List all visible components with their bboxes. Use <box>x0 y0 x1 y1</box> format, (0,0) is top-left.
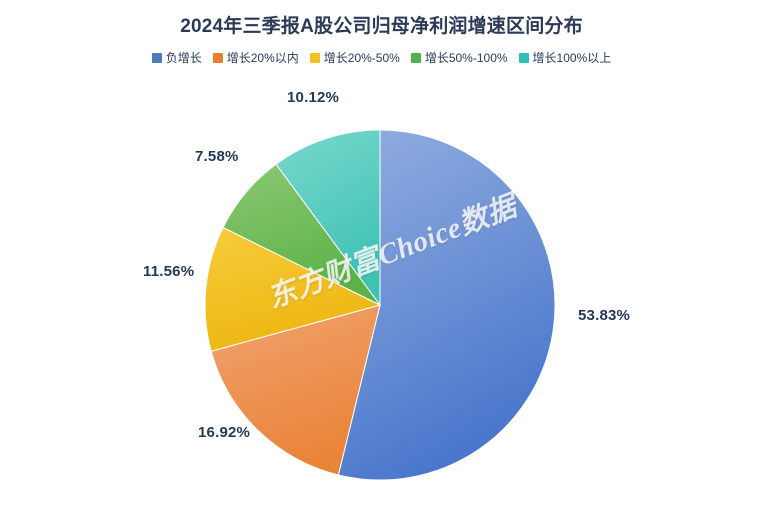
legend-label-negative-growth: 负增长 <box>165 51 202 65</box>
choice-watermark: 东方财富Choice数据 <box>263 190 522 315</box>
chart-legend: 负增长 增长20%以内 增长20%-50% 增长50%-100% 增长100%以… <box>0 51 763 65</box>
legend-label-growth-under-20: 增长20%以内 <box>226 51 299 65</box>
legend-swatch-growth-over-100 <box>518 53 529 63</box>
pie-slice[interactable] <box>275 129 381 307</box>
chart-title: 2024年三季报A股公司归母净利润增速区间分布 <box>180 16 583 37</box>
pie-value-label-growth-over-100: 10.12% <box>287 89 340 106</box>
pie-slice[interactable] <box>210 304 381 476</box>
pie-value-label-growth-under-20: 16.92% <box>198 424 251 441</box>
legend-item-growth-over-100[interactable]: 增长100%以上 <box>518 51 612 65</box>
pie-slice-group <box>204 129 556 481</box>
pie-slice[interactable] <box>204 226 382 352</box>
legend-item-growth-under-20[interactable]: 增长20%以内 <box>212 51 299 65</box>
legend-item-growth-50-100[interactable]: 增长50%-100% <box>410 51 508 65</box>
legend-swatch-negative-growth <box>151 53 162 63</box>
pie-value-label-growth-20-50: 11.56% <box>143 263 195 280</box>
pie-slice[interactable] <box>337 129 556 481</box>
legend-swatch-growth-20-50 <box>309 53 320 63</box>
legend-swatch-growth-50-100 <box>410 53 421 63</box>
legend-label-growth-20-50: 增长20%-50% <box>323 51 400 65</box>
legend-label-growth-over-100: 增长100%以上 <box>532 51 612 65</box>
pie-value-label-growth-50-100: 7.58% <box>195 148 239 165</box>
legend-label-growth-50-100: 增长50%-100% <box>424 51 508 65</box>
pie-slice[interactable] <box>222 163 381 306</box>
pie-value-label-negative-growth: 53.83% <box>578 307 631 324</box>
legend-item-growth-20-50[interactable]: 增长20%-50% <box>309 51 400 65</box>
legend-item-negative-growth[interactable]: 负增长 <box>151 51 202 65</box>
legend-swatch-growth-under-20 <box>212 53 223 63</box>
